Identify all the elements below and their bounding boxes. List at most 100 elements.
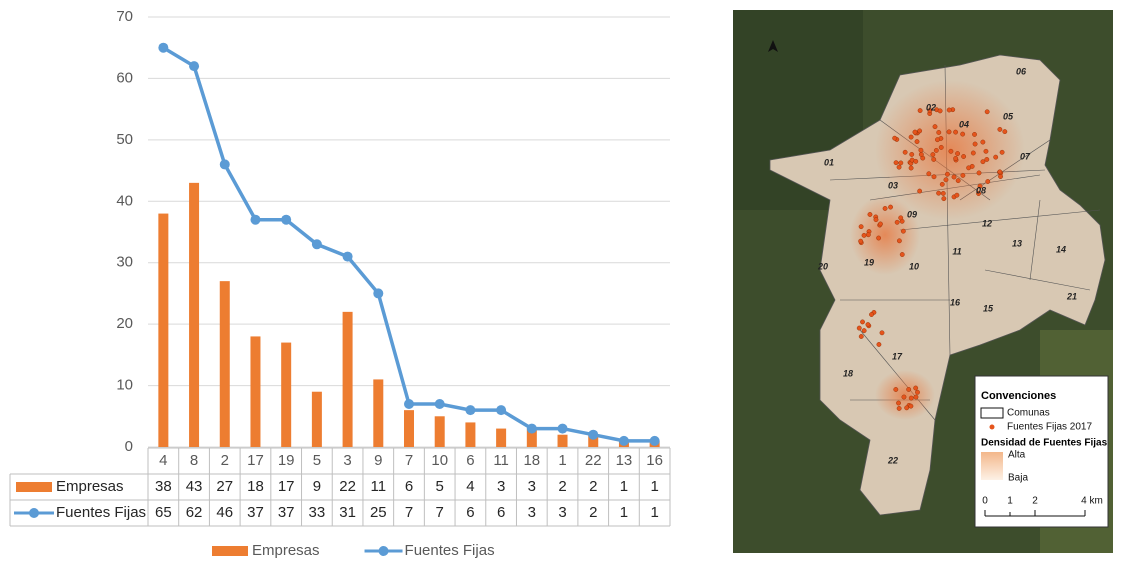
table-cell: 1 — [620, 478, 628, 495]
comuna-label: 17 — [892, 351, 903, 361]
point — [936, 190, 942, 196]
point — [867, 212, 873, 217]
table-cell: 5 — [436, 478, 444, 495]
bar — [189, 182, 200, 447]
comuna-label: 07 — [1020, 151, 1031, 161]
bar — [311, 391, 322, 447]
point — [898, 215, 904, 221]
point — [983, 148, 989, 154]
point — [945, 171, 950, 177]
point — [908, 134, 914, 140]
x-tick-label: 13 — [616, 452, 633, 469]
point — [939, 181, 945, 187]
point — [941, 196, 947, 202]
point — [972, 131, 977, 137]
point — [935, 137, 940, 143]
table-cell: 22 — [339, 478, 356, 495]
point — [976, 170, 982, 176]
comuna-label: 10 — [909, 261, 919, 271]
point — [940, 191, 946, 196]
legend-key — [981, 452, 1003, 480]
x-tick-label: 16 — [646, 452, 663, 469]
bar — [219, 281, 230, 447]
point — [896, 406, 902, 411]
point — [938, 144, 944, 150]
y-tick-label: 70 — [116, 8, 133, 25]
comuna-label: 12 — [982, 218, 992, 228]
legend-label: Alta — [1008, 450, 1026, 461]
point — [901, 394, 907, 400]
point — [980, 139, 986, 145]
point — [913, 394, 919, 400]
points — [856, 107, 1008, 411]
point — [896, 400, 901, 406]
point — [961, 154, 967, 159]
comuna-label: 18 — [843, 368, 853, 378]
scale-label: 2 — [1032, 496, 1038, 507]
table-row-header: Fuentes Fijas — [56, 504, 146, 521]
point — [997, 169, 1003, 175]
comuna-label: 03 — [888, 180, 898, 190]
legend-title: Convenciones — [981, 390, 1056, 402]
point — [893, 387, 899, 392]
point — [896, 164, 902, 170]
table-cell: 3 — [528, 478, 536, 495]
point — [876, 342, 882, 347]
point — [898, 160, 904, 166]
bar — [158, 213, 169, 447]
point — [933, 148, 939, 153]
legend-key — [16, 482, 52, 492]
scale-label: 0 — [982, 496, 988, 507]
x-tick-label: 22 — [585, 452, 602, 469]
point — [972, 141, 978, 147]
point — [915, 389, 920, 395]
legend-label: Densidad de Fuentes Fijas — [981, 438, 1108, 449]
x-tick-label: 9 — [374, 452, 382, 469]
comuna-label: 05 — [1003, 111, 1014, 121]
table-cell: 46 — [216, 504, 233, 521]
x-tick-label: 19 — [278, 452, 295, 469]
line — [162, 46, 655, 443]
x-tick-label: 17 — [247, 452, 264, 469]
point — [936, 130, 942, 135]
marker — [465, 405, 476, 416]
point — [980, 159, 986, 165]
bar — [434, 416, 445, 447]
marker — [588, 429, 599, 440]
legend-label: Comunas — [1007, 408, 1050, 419]
legend-label: Baja — [1008, 473, 1028, 484]
legend-key — [212, 546, 248, 556]
point — [856, 325, 862, 331]
point — [993, 154, 999, 160]
point — [960, 172, 966, 178]
point — [904, 405, 910, 411]
comuna-label: 16 — [950, 297, 961, 307]
point — [882, 206, 888, 211]
bar — [557, 434, 568, 447]
legend-key — [378, 546, 389, 556]
comuna-label: 09 — [907, 209, 917, 219]
point — [943, 177, 949, 183]
point — [918, 152, 924, 157]
legend-label: Fuentes Fijas — [405, 542, 495, 559]
x-tick-label: 8 — [190, 452, 198, 469]
point — [908, 403, 914, 409]
point — [917, 188, 923, 194]
point — [902, 149, 908, 155]
legend-key — [980, 407, 1004, 419]
marker — [434, 399, 445, 409]
point — [927, 108, 933, 113]
point — [912, 129, 918, 135]
point — [984, 157, 990, 162]
marker — [219, 159, 230, 170]
point — [860, 319, 865, 325]
marker — [311, 239, 322, 250]
table-cell: 1 — [650, 478, 658, 495]
marker — [557, 423, 568, 434]
table-cell: 2 — [558, 478, 566, 495]
point — [858, 224, 864, 230]
comuna-label: 11 — [952, 246, 961, 256]
